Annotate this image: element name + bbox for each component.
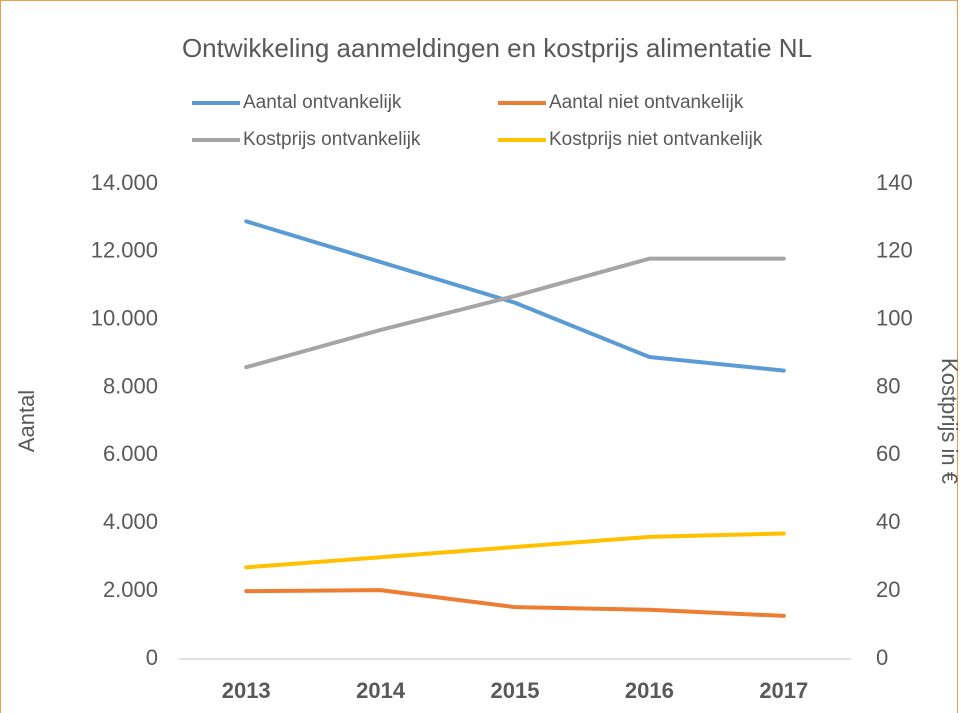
y-tick-label: 12.000	[91, 238, 158, 263]
x-tick-label: 2013	[222, 678, 271, 703]
y-tick-label: 6.000	[103, 441, 158, 466]
legend-label: Aantal niet ontvankelijk	[549, 92, 744, 113]
series-line	[244, 256, 786, 370]
legend-label: Kostprijs niet ontvankelijk	[549, 129, 763, 150]
series-line	[244, 588, 786, 618]
series-line	[244, 531, 786, 570]
y2-tick-label: 80	[876, 373, 900, 398]
y-tick-label: 8.000	[103, 373, 158, 398]
y-tick-label: 4.000	[103, 509, 158, 534]
y2-axis-label: Kostprijs in €	[937, 358, 962, 484]
y2-tick-label: 60	[876, 441, 900, 466]
y2-tick-label: 140	[876, 170, 913, 195]
y-tick-label: 0	[146, 645, 158, 670]
y2-tick-label: 40	[876, 509, 900, 534]
y-axis-label: Aantal	[14, 390, 39, 452]
y2-tick-label: 120	[876, 238, 913, 263]
y-tick-label: 2.000	[103, 577, 158, 602]
chart-title: Ontwikkeling aanmeldingen en kostprijs a…	[182, 33, 812, 63]
legend-label: Aantal ontvankelijk	[243, 92, 402, 113]
x-tick-label: 2016	[625, 678, 674, 703]
x-tick-label: 2014	[356, 678, 406, 703]
y-tick-label: 14.000	[91, 170, 158, 195]
x-tick-label: 2015	[491, 678, 540, 703]
series-line	[244, 219, 786, 373]
y-tick-label: 10.000	[91, 306, 158, 331]
y2-tick-label: 20	[876, 577, 900, 602]
y2-tick-label: 0	[876, 645, 888, 670]
legend-label: Kostprijs ontvankelijk	[243, 129, 421, 150]
x-tick-label: 2017	[759, 678, 808, 703]
y2-tick-label: 100	[876, 306, 913, 331]
